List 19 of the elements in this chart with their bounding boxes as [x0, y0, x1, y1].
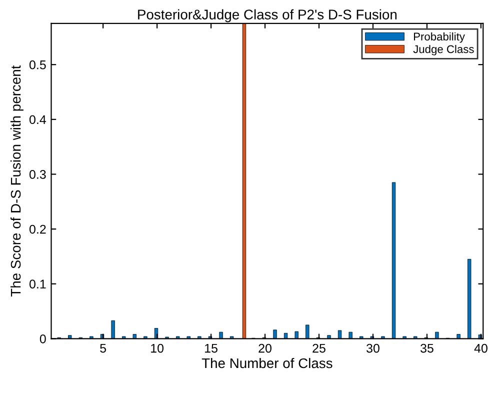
chart-title: Posterior&Judge Class of P2's D-S Fusion — [138, 9, 397, 22]
x-axis-title: The Number of Class — [202, 358, 332, 368]
x-tick-label: 10 — [151, 344, 164, 353]
legend-label: Probability — [414, 32, 465, 43]
x-tick-label: 20 — [258, 344, 272, 353]
x-tick-label: 5 — [100, 344, 106, 353]
y-tick-label: 0.3 — [29, 170, 46, 179]
x-tick-label: 35 — [420, 344, 434, 353]
y-tick-label: 0.4 — [29, 115, 46, 124]
y-tick-label: 0.2 — [29, 224, 46, 234]
y-tick-label: 0 — [40, 334, 46, 344]
y-tick-label: 0.5 — [29, 60, 46, 70]
x-tick-label: 30 — [366, 344, 380, 353]
x-tick-label: 40 — [474, 344, 488, 353]
x-tick-label: 15 — [205, 344, 218, 353]
legend-label: Judge Class — [413, 44, 474, 56]
x-tick-label: 25 — [312, 344, 326, 353]
y-axis-title: The Score of D-S Fusion with percent — [10, 65, 24, 297]
y-tick-label: 0.1 — [29, 280, 46, 288]
